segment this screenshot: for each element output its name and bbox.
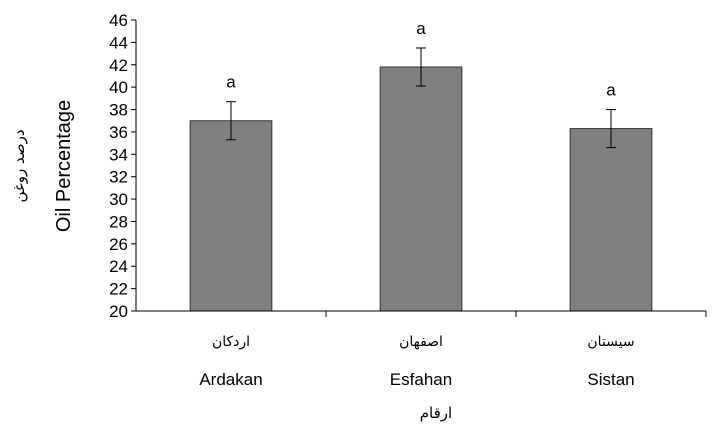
- y-tick-label: 26: [109, 235, 128, 254]
- y-tick-label: 20: [109, 302, 128, 321]
- significance-letter: a: [606, 81, 616, 100]
- y-tick-label: 36: [109, 123, 128, 142]
- y-axis-ticks: 20 22 24 26 28 30 32 34 36 38 40 42 44 46: [109, 11, 136, 321]
- x-category-label-fa: سیستان: [587, 334, 634, 350]
- y-tick-label: 34: [109, 145, 128, 164]
- x-category-label-fa: اصفهان: [399, 334, 443, 350]
- axes: [135, 20, 707, 317]
- x-category-label-en: Sistan: [587, 370, 634, 389]
- x-category-label-fa: اردکان: [212, 334, 250, 350]
- y-axis-title-fa: درصد روغن: [10, 129, 28, 202]
- y-tick-label: 42: [109, 56, 128, 75]
- significance-letter: a: [416, 19, 426, 38]
- y-tick-label: 24: [109, 257, 128, 276]
- y-tick-label: 40: [109, 78, 128, 97]
- error-bars: [226, 47, 616, 149]
- bar: [189, 120, 273, 312]
- y-tick-label: 38: [109, 101, 128, 120]
- y-tick-label: 44: [109, 33, 128, 52]
- bar: [379, 66, 463, 312]
- y-tick-label: 30: [109, 190, 128, 209]
- bars: [189, 66, 653, 312]
- y-tick-label: 32: [109, 168, 128, 187]
- x-category-label-en: Ardakan: [199, 370, 262, 389]
- x-axis-labels: اردکان Ardakan اصفهان Esfahan سیستان Sistan: [199, 334, 634, 389]
- y-tick-label: 22: [109, 280, 128, 299]
- bar: [569, 128, 653, 312]
- y-tick-label: 46: [109, 11, 128, 30]
- significance-letters: a a a: [226, 19, 616, 100]
- y-tick-label: 28: [109, 212, 128, 231]
- x-axis-title: ارقام: [420, 404, 452, 422]
- x-category-label-en: Esfahan: [390, 370, 452, 389]
- y-axis-title-en: Oil Percentage: [53, 100, 75, 232]
- significance-letter: a: [226, 73, 236, 92]
